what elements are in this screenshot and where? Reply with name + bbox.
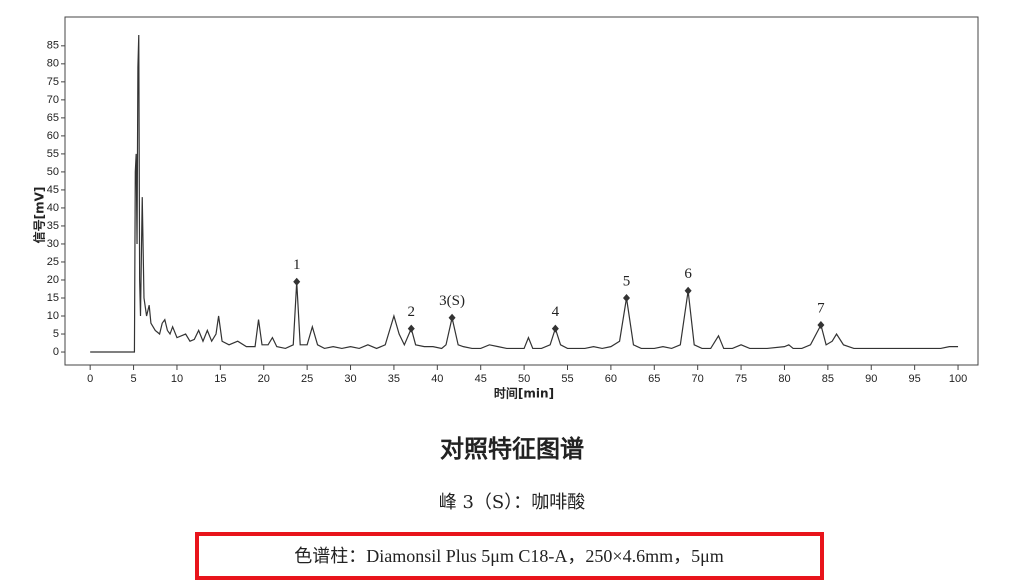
y-tick-label: 55 <box>47 148 59 160</box>
x-tick-label: 25 <box>301 373 313 385</box>
x-tick-label: 80 <box>778 373 790 385</box>
y-tick-label: 0 <box>53 346 59 358</box>
peak-marker <box>293 277 301 286</box>
x-tick-label: 20 <box>258 373 270 385</box>
x-tick-label: 70 <box>692 373 704 385</box>
y-tick-label: 45 <box>47 184 59 196</box>
x-tick-label: 30 <box>344 373 356 385</box>
x-tick-label: 15 <box>214 373 226 385</box>
highlight-box <box>195 532 824 580</box>
peak-marker <box>684 286 692 295</box>
y-tick-label: 80 <box>47 58 59 70</box>
x-tick-label: 50 <box>518 373 530 385</box>
peak-marker <box>817 321 825 330</box>
x-tick-label: 65 <box>648 373 660 385</box>
y-tick-label: 30 <box>47 238 59 250</box>
chromatogram-trace <box>90 34 959 353</box>
y-tick-label: 5 <box>53 328 59 340</box>
x-tick-label: 75 <box>735 373 747 385</box>
peak-note: 峰 3（S）：咖啡酸 <box>439 492 586 513</box>
peak-label: 1 <box>293 257 301 273</box>
x-tick-label: 55 <box>561 373 573 385</box>
x-axis-label: 时间[min] <box>494 386 554 401</box>
y-tick-label: 15 <box>47 292 59 304</box>
y-axis-label: 信号[mV] <box>32 187 47 244</box>
y-tick-label: 20 <box>47 274 59 286</box>
peak-label: 2 <box>408 304 416 320</box>
x-tick-label: 60 <box>605 373 617 385</box>
column-info: 色谱柱：Diamonsil Plus 5μm C18-A，250×4.6mm，5… <box>294 546 723 566</box>
x-tick-label: 0 <box>87 373 93 385</box>
peak-label: 5 <box>623 273 631 289</box>
y-tick-label: 25 <box>47 256 59 268</box>
y-tick-label: 85 <box>47 40 59 52</box>
peak-marker <box>448 313 456 322</box>
y-tick-label: 70 <box>47 94 59 106</box>
x-tick-label: 95 <box>909 373 921 385</box>
caption-title: 对照特征图谱 <box>440 435 584 463</box>
x-tick-label: 45 <box>475 373 487 385</box>
peak-label: 7 <box>817 300 825 316</box>
y-tick-label: 40 <box>47 202 59 214</box>
plot-frame <box>64 16 979 366</box>
x-tick-label: 100 <box>949 373 967 385</box>
y-tick-label: 35 <box>47 220 59 232</box>
x-tick-label: 90 <box>865 373 877 385</box>
peak-label: 4 <box>552 304 560 320</box>
x-tick-label: 10 <box>171 373 183 385</box>
y-tick-label: 65 <box>47 112 59 124</box>
peak-marker <box>407 324 415 333</box>
x-tick-label: 5 <box>130 373 136 385</box>
x-tick-label: 40 <box>431 373 443 385</box>
y-tick-label: 60 <box>47 130 59 142</box>
y-tick-label: 75 <box>47 76 59 88</box>
peak-label: 3(S) <box>439 293 465 309</box>
x-tick-label: 35 <box>388 373 400 385</box>
x-tick-label: 85 <box>822 373 834 385</box>
peak-label: 6 <box>684 266 692 282</box>
y-tick-label: 50 <box>47 166 59 178</box>
peak-marker <box>551 324 559 333</box>
y-tick-label: 10 <box>47 310 59 322</box>
peak-marker <box>623 293 631 302</box>
